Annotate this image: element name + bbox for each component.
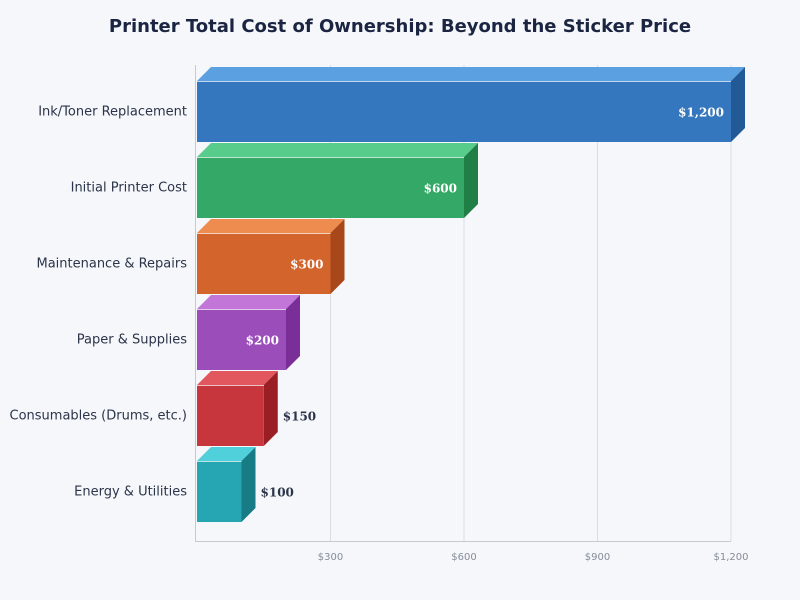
data-label: $150 [283,410,316,424]
chart-title: Printer Total Cost of Ownership: Beyond … [108,16,692,37]
bar-top [197,143,478,157]
bar-group [197,219,345,294]
y-tick-label: Energy & Utilities [74,485,187,500]
bar-top [197,295,300,309]
bar-group [197,371,278,446]
bar [197,233,331,294]
bar-group [197,143,478,218]
bar-top [197,371,278,385]
x-tick-label: $900 [585,552,610,563]
y-tick-label: Consumables (Drums, etc.) [10,409,188,424]
bar-side [330,219,345,294]
x-tick-label: $1,200 [714,552,749,563]
bar-side [286,295,300,370]
data-label: $100 [261,486,294,500]
bar [197,309,286,370]
y-tick-label: Ink/Toner Replacement [38,105,187,120]
data-label: $600 [424,182,457,196]
bar-side [263,371,278,446]
bar [197,385,264,446]
x-tick-label: $600 [451,552,476,563]
data-label: $1,200 [678,106,724,120]
bar [197,461,242,522]
bar-group [197,447,256,522]
bar-top [197,219,345,233]
bar-top [197,67,745,81]
data-label: $300 [290,258,323,272]
bar-top [197,447,256,461]
bar-side [464,143,478,218]
y-tick-label: Initial Printer Cost [71,181,187,196]
data-label: $200 [246,334,279,348]
bar-side [731,67,745,142]
bar [197,157,464,218]
y-tick-label: Paper & Supplies [77,333,187,348]
bar [197,81,731,142]
y-tick-label: Maintenance & Repairs [36,257,187,272]
bar-group [197,67,745,142]
bar-group [197,295,300,370]
bar-side [241,447,256,522]
x-tick-label: $300 [318,552,343,563]
